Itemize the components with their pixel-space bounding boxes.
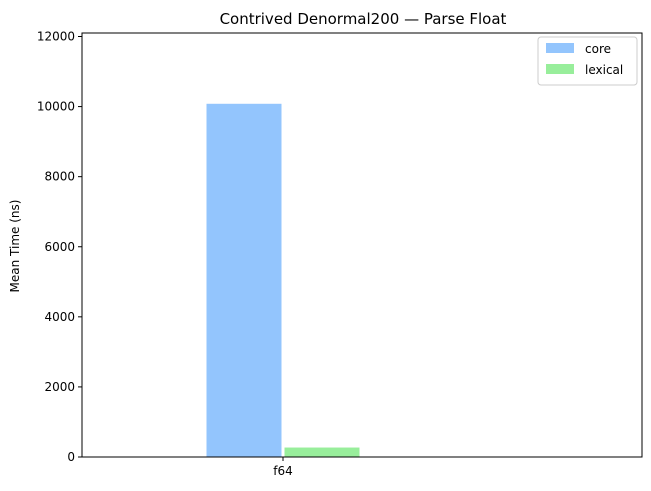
chart-title: Contrived Denormal200 — Parse Float	[220, 10, 507, 28]
y-tick-label: 4000	[44, 310, 75, 324]
bar-core-f64	[206, 103, 282, 457]
y-axis-ticks: 0 2000 4000 6000 8000 10000 12000	[37, 30, 82, 464]
y-tick-label: 8000	[44, 170, 75, 184]
bars-group	[206, 103, 360, 457]
legend: core lexical	[537, 36, 638, 86]
legend-label-lexical: lexical	[585, 63, 623, 77]
y-axis-label: Mean Time (ns)	[8, 200, 22, 293]
y-tick-label: 10000	[37, 100, 75, 114]
x-axis-ticks: f64	[273, 457, 293, 478]
legend-label-core: core	[585, 42, 611, 56]
y-tick-label: 12000	[37, 30, 75, 44]
y-tick-label: 2000	[44, 380, 75, 394]
bar-lexical-f64	[284, 447, 360, 457]
x-tick-label: f64	[273, 464, 293, 478]
legend-swatch-core	[546, 43, 574, 53]
y-tick-label: 6000	[44, 240, 75, 254]
plot-frame	[81, 32, 643, 458]
legend-swatch-lexical	[546, 64, 574, 74]
y-tick-label: 0	[67, 450, 75, 464]
